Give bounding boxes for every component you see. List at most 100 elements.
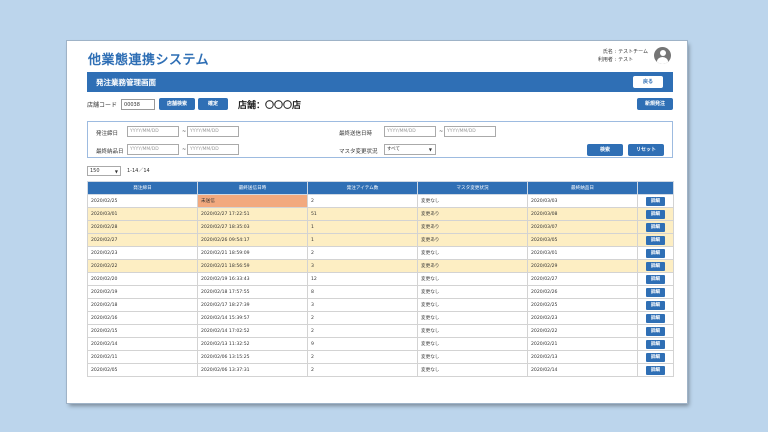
col-order-date[interactable]: 発注締日 xyxy=(87,181,198,195)
detail-button[interactable]: 詳細 xyxy=(646,313,665,323)
user-name-value: テストチーム xyxy=(618,48,648,55)
col-delivery-date[interactable]: 最終納品日 xyxy=(527,181,638,195)
cell-master-change: 変更あり xyxy=(417,233,528,247)
order-date-to-input[interactable]: YYYY/MM/DD xyxy=(187,126,239,137)
cell-actions: 詳細 xyxy=(637,363,674,377)
detail-button[interactable]: 詳細 xyxy=(646,222,665,232)
delivery-date-to-input[interactable]: YYYY/MM/DD xyxy=(187,144,239,155)
last-sent-to-input[interactable]: YYYY/MM/DD xyxy=(444,126,496,137)
cell-item-count: 2 xyxy=(307,311,418,325)
table-row: 2020/02/23 2020/02/21 18:59:09 2 変更なし 2020/0… xyxy=(87,246,674,260)
avatar-icon[interactable] xyxy=(654,47,671,64)
confirm-button[interactable]: 確定 xyxy=(198,98,229,110)
cell-last-sent: 2020/02/06 13:15:25 xyxy=(197,350,308,364)
new-order-button[interactable]: 新規発注 xyxy=(637,98,673,110)
store-name: 店舗：〇〇〇店 xyxy=(238,100,302,111)
detail-button[interactable]: 詳細 xyxy=(646,326,665,336)
detail-button[interactable]: 詳細 xyxy=(646,287,665,297)
pager: 150 ▼ 1-14／14 xyxy=(87,165,150,176)
store-code-label: 店舗コード xyxy=(87,101,118,109)
page-header: 発注業務管理画面 戻る xyxy=(87,72,673,92)
cell-order-date: 2020/02/23 xyxy=(87,246,198,260)
cell-last-sent: 2020/02/13 11:32:52 xyxy=(197,337,308,351)
cell-actions: 詳細 xyxy=(637,350,674,364)
last-sent-from-input[interactable]: YYYY/MM/DD xyxy=(384,126,436,137)
cell-master-change: 変更あり xyxy=(417,220,528,234)
table-row: 2020/02/18 2020/02/17 18:27:39 3 変更なし 2020/0… xyxy=(87,298,674,312)
user-name-label: 氏名 : xyxy=(602,48,617,55)
cell-actions: 詳細 xyxy=(637,272,674,286)
user-role-label: 利用者 : xyxy=(597,56,617,63)
detail-button[interactable]: 詳細 xyxy=(646,209,665,219)
cell-actions: 詳細 xyxy=(637,233,674,247)
cell-order-date: 2020/02/27 xyxy=(87,233,198,247)
cell-order-date: 2020/03/01 xyxy=(87,207,198,221)
detail-button[interactable]: 詳細 xyxy=(646,339,665,349)
table-row: 2020/02/15 2020/02/14 17:02:52 2 変更なし 2020/0… xyxy=(87,324,674,338)
detail-button[interactable]: 詳細 xyxy=(646,352,665,362)
detail-button[interactable]: 詳細 xyxy=(646,235,665,245)
order-date-label: 発注締日 xyxy=(96,131,119,137)
cell-delivery-date: 2020/02/22 xyxy=(527,324,638,338)
cell-order-date: 2020/02/18 xyxy=(87,298,198,312)
cell-actions: 詳細 xyxy=(637,324,674,338)
app-title: 他業態連携システム xyxy=(88,53,210,68)
cell-last-sent: 未送信 xyxy=(197,194,308,208)
user-role-value: テスト xyxy=(618,56,634,63)
back-button[interactable]: 戻る xyxy=(633,76,663,88)
order-date-from-input[interactable]: YYYY/MM/DD xyxy=(127,126,179,137)
per-page-select[interactable]: 150 ▼ xyxy=(87,165,121,176)
delivery-date-from-input[interactable]: YYYY/MM/DD xyxy=(127,144,179,155)
reset-button[interactable]: リセット xyxy=(628,144,664,156)
cell-item-count: 3 xyxy=(307,259,418,273)
store-search-button[interactable]: 店舗検索 xyxy=(159,98,196,110)
cell-item-count: 12 xyxy=(307,272,418,286)
cell-master-change: 変更なし xyxy=(417,311,528,325)
cell-order-date: 2020/02/11 xyxy=(87,350,198,364)
cell-item-count: 2 xyxy=(307,350,418,364)
cell-last-sent: 2020/02/27 18:35:03 xyxy=(197,220,308,234)
col-actions xyxy=(637,181,674,195)
col-last-sent[interactable]: 最終送信日時 xyxy=(197,181,308,195)
detail-button[interactable]: 詳細 xyxy=(646,196,665,206)
detail-button[interactable]: 詳細 xyxy=(646,300,665,310)
chevron-down-icon: ▼ xyxy=(428,147,432,152)
cell-item-count: 2 xyxy=(307,363,418,377)
cell-order-date: 2020/02/05 xyxy=(87,363,198,377)
detail-button[interactable]: 詳細 xyxy=(646,248,665,258)
store-code-input[interactable]: 00038 xyxy=(121,98,156,110)
cell-actions: 詳細 xyxy=(637,207,674,221)
col-item-count[interactable]: 発注アイテム数 xyxy=(307,181,418,195)
cell-master-change: 変更あり xyxy=(417,207,528,221)
col-master-change[interactable]: マスタ変更状況 xyxy=(417,181,528,195)
delivery-date-label: 最終納品日 xyxy=(96,149,124,155)
page-title: 発注業務管理画面 xyxy=(96,77,156,87)
detail-button[interactable]: 詳細 xyxy=(646,274,665,284)
cell-actions: 詳細 xyxy=(637,337,674,351)
cell-actions: 詳細 xyxy=(637,259,674,273)
per-page-value: 150 xyxy=(90,167,100,174)
cell-actions: 詳細 xyxy=(637,220,674,234)
last-sent-label: 最終送信日時 xyxy=(339,131,373,137)
master-change-select[interactable]: すべて ▼ xyxy=(384,144,436,155)
cell-master-change: 変更なし xyxy=(417,363,528,377)
cell-last-sent: 2020/02/18 17:57:55 xyxy=(197,285,308,299)
cell-delivery-date: 2020/03/08 xyxy=(527,207,638,221)
table-row: 2020/02/05 2020/02/06 13:37:31 2 変更なし 2020/0… xyxy=(87,363,674,377)
cell-delivery-date: 2020/03/03 xyxy=(527,194,638,208)
cell-item-count: 3 xyxy=(307,298,418,312)
detail-button[interactable]: 詳細 xyxy=(646,261,665,271)
cell-item-count: 9 xyxy=(307,337,418,351)
table-row: 2020/02/11 2020/02/06 13:15:25 2 変更なし 2020/0… xyxy=(87,350,674,364)
cell-master-change: 変更なし xyxy=(417,337,528,351)
cell-last-sent: 2020/02/14 15:39:57 xyxy=(197,311,308,325)
detail-button[interactable]: 詳細 xyxy=(646,365,665,375)
filter-panel: 発注締日 YYYY/MM/DD ~ YYYY/MM/DD 最終納品日 YYYY/… xyxy=(87,121,673,158)
search-button[interactable]: 検索 xyxy=(587,144,623,156)
cell-item-count: 2 xyxy=(307,324,418,338)
cell-order-date: 2020/02/28 xyxy=(87,220,198,234)
table-row: 2020/02/16 2020/02/14 15:39:57 2 変更なし 2020/0… xyxy=(87,311,674,325)
cell-last-sent: 2020/02/27 17:22:51 xyxy=(197,207,308,221)
cell-master-change: 変更なし xyxy=(417,298,528,312)
cell-actions: 詳細 xyxy=(637,194,674,208)
